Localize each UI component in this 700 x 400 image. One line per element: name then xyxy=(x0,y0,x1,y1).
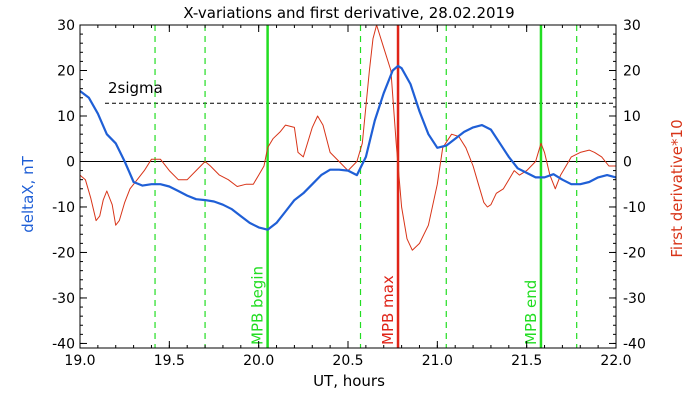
y-right-tick-label: 30 xyxy=(623,18,641,34)
y-right-tick-label: -40 xyxy=(623,336,646,352)
y-left-tick-label: 30 xyxy=(57,18,75,34)
x-tick-label: 22.0 xyxy=(600,353,631,369)
y-left-tick-label: -40 xyxy=(52,336,75,352)
y-left-tick-label: -20 xyxy=(52,245,75,261)
x-tick-label: 20.0 xyxy=(243,353,274,369)
x-axis-label: UT, hours xyxy=(313,372,385,390)
y-left-tick-label: 0 xyxy=(66,154,75,170)
y-axis-left-label: deltaX, nT xyxy=(19,155,37,232)
vline-label-0: MPB begin xyxy=(249,266,267,345)
x-tick-label: 20.5 xyxy=(332,353,363,369)
y-right-tick-label: -10 xyxy=(623,200,646,216)
x-tick-label: 21.0 xyxy=(422,353,453,369)
y-right-tick-label: 20 xyxy=(623,63,641,79)
y-left-tick-label: -10 xyxy=(52,200,75,216)
y-axis-right: 30 20 10 0 -10 -20 -30 -40 xyxy=(609,18,646,352)
y-right-tick-label: 10 xyxy=(623,109,641,125)
plot-area xyxy=(80,102,616,162)
derivative-series-line xyxy=(79,24,616,251)
y-right-tick-label: -20 xyxy=(623,245,646,261)
vline-label-1: MPB max xyxy=(379,275,397,345)
x-tick-label: 21.5 xyxy=(511,353,542,369)
y-left-tick-label: 10 xyxy=(57,109,75,125)
deltaX-series-line xyxy=(79,64,617,231)
y-left-tick-label: -30 xyxy=(52,291,75,307)
x-tick-label: 19.5 xyxy=(154,353,185,369)
vline-label-2: MPB end xyxy=(522,280,540,345)
y-axis-left: 30 20 10 0 -10 -20 -30 -40 xyxy=(52,18,87,352)
series-lines xyxy=(79,24,617,251)
x-tick-label: 19.0 xyxy=(64,353,95,369)
vertical-markers: MPB begin MPB max MPB end xyxy=(154,25,578,348)
y-right-tick-label: -30 xyxy=(623,291,646,307)
y-right-tick-label: 0 xyxy=(623,154,632,170)
x-axis: 19.0 19.5 20.0 20.5 21.0 21.5 22.0 xyxy=(64,25,632,369)
y-axis-right-label: First derivative*10 xyxy=(668,119,686,257)
sigma-threshold-label: 2sigma xyxy=(108,79,163,97)
chart-title: X-variations and first derivative, 28.02… xyxy=(183,4,514,22)
y-left-tick-label: 20 xyxy=(57,63,75,79)
